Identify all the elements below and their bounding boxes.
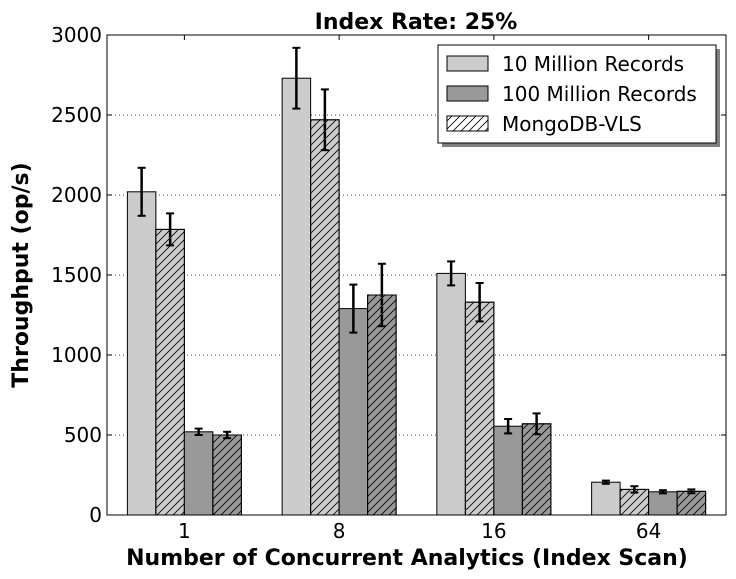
chart-title: Index Rate: 25%	[315, 10, 518, 35]
x-tick-label: 64	[636, 519, 661, 543]
y-tick-label: 0	[89, 503, 102, 527]
bar	[338, 308, 369, 516]
y-tick-label: 2000	[51, 183, 102, 207]
bar	[648, 491, 678, 516]
bar	[281, 77, 312, 516]
gridlines	[107, 114, 726, 436]
bar-hatch	[367, 294, 397, 516]
bar	[591, 481, 621, 516]
legend: 10 Million Records 100 Million Records Mon…	[437, 44, 720, 147]
x-tick-label: 8	[333, 519, 346, 543]
bar-hatch	[521, 423, 552, 516]
x-tick-label: 16	[481, 519, 506, 543]
bar	[183, 431, 214, 516]
error-bars	[137, 46, 696, 495]
legend-label: 10 Million Records	[502, 52, 684, 76]
y-tick-label: 2500	[51, 103, 102, 127]
bar-hatch	[676, 490, 707, 516]
bar-hatch	[464, 301, 495, 516]
y-axis: 0 500 1000 1500 2000 2500 3000	[51, 23, 726, 527]
bar	[493, 425, 523, 516]
y-tick-label: 3000	[51, 23, 102, 47]
y-tick-label: 1500	[51, 263, 102, 287]
x-axis-title: Number of Concurrent Analytics (Index Sc…	[126, 546, 688, 571]
y-axis-title: Throughput (op/s)	[9, 162, 34, 387]
bar-hatch	[155, 228, 185, 516]
legend-swatch-hatch	[446, 115, 489, 132]
x-tick-label: 1	[178, 519, 191, 543]
y-tick-label: 1000	[51, 343, 102, 367]
bar-hatch	[212, 434, 242, 516]
bar	[436, 272, 466, 516]
bar	[126, 191, 157, 516]
y-tick-label: 500	[64, 423, 102, 447]
legend-label: 100 Million Records	[502, 82, 697, 106]
legend-swatch	[446, 55, 489, 72]
legend-swatch	[446, 85, 489, 102]
bar-hatch	[310, 119, 340, 516]
legend-label: MongoDB-VLS	[502, 112, 642, 136]
x-axis: 1 8 16 64	[178, 35, 661, 543]
